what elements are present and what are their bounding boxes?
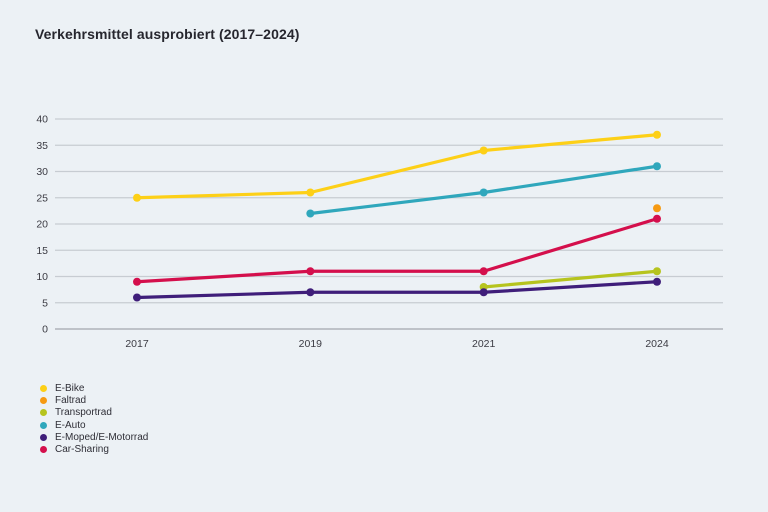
- y-tick-label: 25: [36, 192, 48, 204]
- legend-item: Car-Sharing: [40, 443, 148, 455]
- x-tick-label: 2024: [645, 338, 669, 350]
- legend-item: Faltrad: [40, 394, 148, 406]
- data-point: [653, 162, 661, 171]
- data-point: [653, 214, 661, 223]
- legend-label: E-Bike: [55, 382, 85, 394]
- data-point: [479, 288, 488, 297]
- data-point: [306, 209, 315, 218]
- y-tick-label: 20: [36, 219, 48, 231]
- legend-label: E-Moped/E-Motorrad: [55, 431, 149, 443]
- data-point: [306, 188, 315, 197]
- legend-label: E-Auto: [55, 419, 86, 431]
- data-point: [653, 277, 661, 286]
- data-point: [306, 267, 315, 276]
- data-point: [133, 193, 141, 202]
- data-point: [479, 267, 488, 276]
- y-tick-label: 10: [36, 271, 48, 283]
- y-tick-label: 5: [42, 297, 48, 309]
- y-tick-label: 40: [36, 114, 48, 126]
- y-tick-label: 15: [36, 245, 48, 257]
- legend-swatch-icon: [40, 421, 47, 429]
- data-point: [653, 130, 661, 139]
- x-tick-label: 2017: [125, 338, 149, 350]
- legend-item: E-Moped/E-Motorrad: [40, 431, 148, 443]
- x-tick-label: 2019: [299, 338, 323, 350]
- data-point: [133, 277, 141, 286]
- data-point: [653, 267, 661, 276]
- series-line: [135, 133, 659, 200]
- line-chart-canvas: 0 5 10 15 20 25 30 35 40 2017 2019 2021 2024: [36, 114, 723, 350]
- data-point: [306, 288, 315, 297]
- x-tick-label: 2021: [472, 338, 496, 350]
- legend-swatch-icon: [40, 384, 47, 392]
- legend-swatch-icon: [40, 433, 47, 441]
- data-point: [479, 146, 488, 155]
- legend-swatch-icon: [40, 409, 47, 417]
- series-line: [135, 217, 659, 284]
- data-point: [653, 204, 661, 213]
- legend-item: Transportrad: [40, 407, 148, 419]
- chart-title: Verkehrsmittel ausprobiert (2017–2024): [35, 26, 300, 42]
- legend-item: E-Auto: [40, 419, 148, 431]
- series-line: [135, 280, 659, 300]
- y-tick-label: 0: [42, 324, 48, 336]
- legend-label: Transportrad: [55, 407, 112, 419]
- legend-swatch-icon: [40, 396, 47, 404]
- data-point: [133, 293, 141, 302]
- y-tick-label: 35: [36, 140, 48, 152]
- legend-label: Faltrad: [55, 394, 87, 406]
- legend-label: Car-Sharing: [55, 444, 109, 456]
- chart-legend: E-Bike Faltrad Transportrad E-Auto E-Moped/E…: [40, 382, 148, 456]
- series-line: [482, 269, 659, 289]
- legend-swatch-icon: [40, 446, 47, 454]
- y-tick-label: 30: [36, 166, 48, 178]
- legend-item: E-Bike: [40, 382, 148, 394]
- data-point: [479, 188, 488, 197]
